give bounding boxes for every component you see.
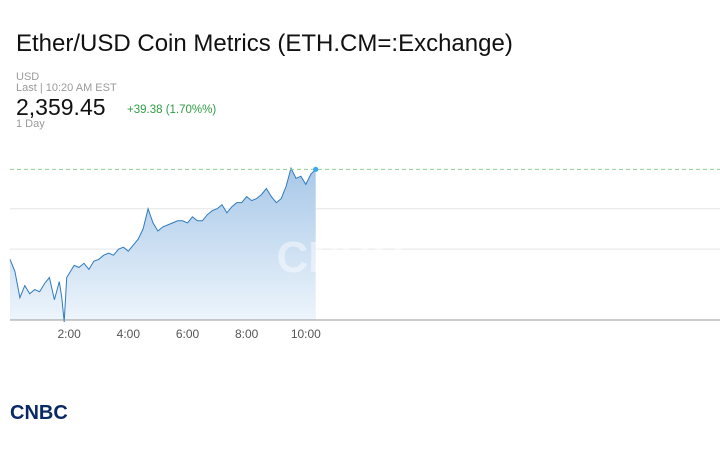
- last-update: Last | 10:20 AM EST: [16, 82, 117, 94]
- cnbc-logo: CNBC: [10, 402, 68, 424]
- price-area: [10, 168, 316, 322]
- cnbc-logo-text: CNBC: [10, 402, 68, 424]
- price-chart: CNBC 2:00 4:00 6:00 8:00 10:00: [9, 166, 720, 341]
- last-price-marker: [313, 166, 319, 172]
- page-title: Ether/USD Coin Metrics (ETH.CM=:Exchange…: [16, 30, 513, 57]
- x-tick-label: 2:00: [57, 327, 81, 341]
- price-change: +39.38 (1.70%%): [127, 104, 217, 116]
- x-tick-label: 6:00: [176, 327, 200, 341]
- currency-label: USD: [16, 71, 40, 83]
- x-tick-label: 8:00: [235, 327, 259, 341]
- price-line: [9, 166, 317, 323]
- cnbc-watermark: CNBC: [276, 233, 403, 282]
- x-tick-label: 10:00: [291, 327, 321, 341]
- grid: [10, 208, 720, 250]
- x-axis-ticks: 2:00 4:00 6:00 8:00 10:00: [57, 327, 321, 341]
- period-label: 1 Day: [16, 118, 45, 130]
- x-tick-label: 4:00: [117, 327, 141, 341]
- last-price: 2,359.45: [16, 94, 106, 120]
